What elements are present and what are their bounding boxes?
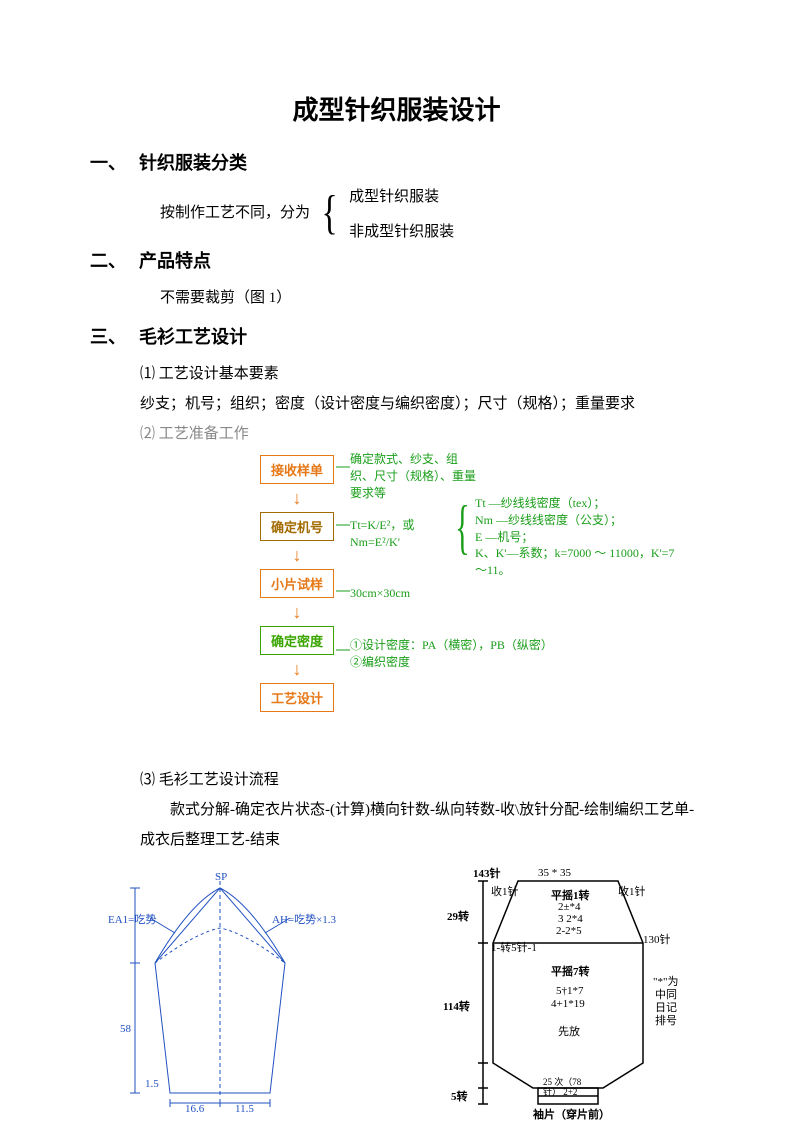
dr-midr: 130针	[643, 931, 671, 947]
dr-c4: 2-2*5	[556, 925, 582, 937]
section-1-intro: 按制作工艺不同，分为	[160, 198, 310, 228]
sleeve-pattern-svg	[100, 863, 340, 1113]
dr-midl: 1-转5针-1	[491, 939, 537, 955]
item-2: ⑵ 工艺准备工作	[140, 419, 703, 449]
dr-c2: 2±*4	[558, 901, 581, 913]
annot-2r-l2: Nm —纱线线密度（公支）；	[475, 512, 675, 529]
dr-topmid: 35 * 35	[538, 867, 571, 879]
annot-2r-l1: Tt —纱线线密度（tex）；	[475, 495, 675, 512]
diagrams-row: SP EA1=吃势 AH=吃势×1.3 58 1.5 16.6 11.5	[90, 863, 703, 1123]
item-1-head: 工艺设计基本要素	[159, 366, 279, 382]
flow-annot-3: 30cm×30cm	[350, 585, 410, 602]
section-3-num: 三、	[90, 323, 134, 349]
branch-1: 成型针织服装	[349, 185, 454, 206]
brace-icon: {	[455, 497, 469, 557]
dr-rv: 收1针	[618, 883, 646, 899]
flow-column: 接收样单 ↓ 确定机号 ↓ 小片试样 ↓ 确定密度 ↓ 工艺设计	[260, 455, 334, 712]
dr-c6: 5†1*7	[556, 985, 584, 997]
section-1-title: 针织服装分类	[139, 153, 247, 173]
annot-2-l2: Nm=E²/K'	[350, 534, 414, 551]
item-3-num: ⑶	[140, 772, 155, 788]
dr-cap: 袖片（穿片前）	[533, 1106, 610, 1122]
flowchart: 接收样单 ↓ 确定机号 ↓ 小片试样 ↓ 确定密度 ↓ 工艺设计 确定款式、纱支…	[200, 455, 703, 765]
section-3-title: 毛衫工艺设计	[139, 327, 247, 347]
dr-lv: 收1针	[491, 883, 519, 899]
section-3-heading: 三、 毛衫工艺设计	[90, 323, 703, 349]
dl-ruler: 1.5	[145, 1078, 159, 1090]
dr-c5: 平摇7转	[551, 963, 590, 979]
dr-29: 29转	[447, 908, 469, 924]
annot-2r-l4: K、K'—系数；k=7000 ～ 11000，K'=7～11。	[475, 545, 675, 579]
section-2-title: 产品特点	[139, 251, 211, 271]
flow-box-1: 接收样单	[260, 455, 334, 484]
item-2-num: ⑵	[140, 426, 155, 442]
arrow-icon: ↓	[293, 489, 302, 507]
dr-topn: 143针	[473, 865, 501, 881]
annot-4-l1: ①设计密度：PA（横密），PB（纵密）	[350, 637, 553, 654]
dl-h: 58	[120, 1023, 131, 1035]
section-1-heading: 一、 针织服装分类	[90, 149, 703, 175]
section-2-body: 不需要裁剪（图 1）	[160, 283, 703, 313]
page-title: 成型针织服装设计	[90, 90, 703, 127]
dr-c3: 3 2*4	[558, 913, 583, 925]
item-3-head: 毛衫工艺设计流程	[159, 772, 279, 788]
dl-rd1: AH=吃势×1.3	[272, 911, 336, 927]
arrow-icon: ↓	[293, 603, 302, 621]
flow-box-5: 工艺设计	[260, 683, 334, 712]
section-2-num: 二、	[90, 247, 134, 273]
section-2-heading: 二、 产品特点	[90, 247, 703, 273]
flow-box-4: 确定密度	[260, 626, 334, 655]
item-3: ⑶ 毛衫工艺设计流程	[140, 765, 703, 795]
item-3-body: 款式分解-确定衣片状态-(计算)横向针数-纵向转数-收\放针分配-绘制编织工艺单…	[140, 795, 703, 855]
section-1-body: 按制作工艺不同，分为 { 成型针织服装 非成型针织服装	[160, 185, 703, 241]
diagram-left: SP EA1=吃势 AH=吃势×1.3 58 1.5 16.6 11.5	[100, 863, 340, 1113]
arrow-icon: ↓	[293, 660, 302, 678]
dl-br: 11.5	[235, 1103, 254, 1115]
dl-bl: 16.6	[185, 1103, 204, 1115]
flow-annot-2: Tt=K/E²，或 Nm=E²/K'	[350, 517, 414, 551]
flow-annot-2r: Tt —纱线线密度（tex）； Nm —纱线线密度（公支）； E —机号； K、…	[475, 495, 675, 579]
dl-ld1: EA1=吃势	[108, 911, 156, 927]
arrow-icon: ↓	[293, 546, 302, 564]
dr-c7: 4+1*19	[551, 998, 585, 1010]
flow-annot-4: ①设计密度：PA（横密），PB（纵密） ②编织密度	[350, 637, 553, 671]
annot-2-l1: Tt=K/E²，或	[350, 517, 414, 534]
diagram-right: 143针 35 * 35 收1针 收1针 29转 平摇1转 2±*4 3 2*4…	[443, 863, 693, 1123]
dl-top: SP	[215, 871, 227, 883]
item-2-head: 工艺准备工作	[159, 426, 249, 442]
brace-icon: {	[321, 189, 337, 237]
dr-b2: 针） 2+2	[543, 1085, 577, 1098]
branch-2: 非成型针织服装	[349, 220, 454, 241]
dr-n4: 排号	[655, 1012, 677, 1028]
dr-114: 114转	[443, 998, 470, 1014]
annot-4-l2: ②编织密度	[350, 654, 553, 671]
flow-box-3: 小片试样	[260, 569, 334, 598]
section-1-num: 一、	[90, 149, 134, 175]
annot-2r-l3: E —机号；	[475, 529, 675, 546]
flow-box-2: 确定机号	[260, 512, 334, 541]
dr-5: 5转	[451, 1088, 468, 1104]
item-1-num: ⑴	[140, 366, 155, 382]
dr-c8: 先放	[558, 1023, 580, 1039]
item-1: ⑴ 工艺设计基本要素	[140, 359, 703, 389]
item-1-body: 纱支；机号；组织；密度（设计密度与编织密度）；尺寸（规格）；重量要求	[140, 389, 703, 419]
